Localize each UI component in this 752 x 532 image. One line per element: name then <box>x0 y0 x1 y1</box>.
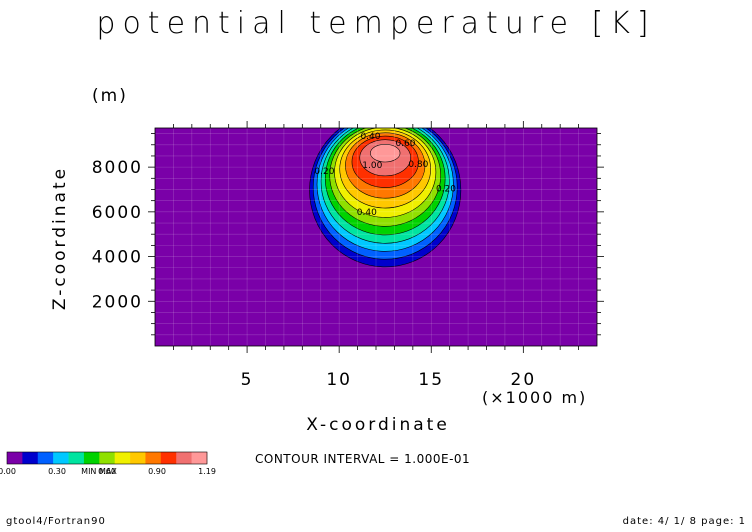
chart-title: potential temperature [K] <box>96 6 656 41</box>
contour-line-2 <box>312 128 458 260</box>
contour-line-1 <box>309 128 462 268</box>
contour-line-9 <box>345 132 426 199</box>
plot-area: 0.40 0.60 1.00 0.40 0.20 0.20 0.80 <box>155 128 597 346</box>
colorbar-swatch <box>145 452 162 464</box>
colorbar-swatch <box>176 452 192 464</box>
colorbar-tick-label: 0.90 <box>148 467 166 476</box>
y-tick-label: 6000 <box>92 203 143 223</box>
colorbar-tick-label: 0.60 <box>98 467 116 476</box>
axes: 5 10 15 20 2000 4000 6000 8000 <box>92 121 604 390</box>
colorbar-swatch <box>22 452 39 464</box>
colorbar-swatch <box>191 452 208 464</box>
contour-label: 0.20 <box>436 185 456 195</box>
contour-line-4 <box>320 128 450 244</box>
y-tick-label: 8000 <box>92 158 143 178</box>
colorbar-swatch <box>7 452 23 464</box>
contour-line-12 <box>370 143 401 163</box>
filled-contours <box>309 128 462 268</box>
x-tick-label: 20 <box>511 370 537 390</box>
x-tick-label: 15 <box>418 370 444 390</box>
x-tick-label: 5 <box>241 370 254 390</box>
y-axis-unit: (m) <box>92 86 128 106</box>
contour-label: 0.80 <box>408 160 428 170</box>
contour-label: 0.40 <box>360 132 380 142</box>
contour-line-7 <box>334 128 437 218</box>
colorbar-tick-label: 1.19 <box>198 467 216 476</box>
colorbar-tick-label: 0.00 <box>0 467 16 476</box>
colorbar: 0.00 0.30 0.60 0.90 1.19 MIN MAX <box>0 451 216 476</box>
colorbar-swatch <box>130 452 146 464</box>
colorbar-swatch <box>53 452 69 464</box>
colorbar-min-max-label: MIN MAX <box>81 467 117 476</box>
contour-line-3 <box>316 128 454 252</box>
contour-line-11 <box>359 139 411 177</box>
contour-label: 0.20 <box>314 167 334 177</box>
colorbar-swatch <box>99 452 115 464</box>
contour-line-5 <box>324 128 446 236</box>
x-axis-label: X-coordinate <box>306 415 450 435</box>
y-tick-label: 2000 <box>92 292 143 312</box>
contour-label: 1.00 <box>362 161 382 171</box>
contour-line-6 <box>329 128 441 227</box>
contour-line-10 <box>351 135 419 188</box>
colorbar-swatch <box>160 452 177 464</box>
colorbar-tick-label: 0.30 <box>48 467 66 476</box>
x-axis-unit: (×1000 m) <box>482 388 588 407</box>
colorbar-swatch <box>83 452 100 464</box>
x-tick-label: 10 <box>326 370 352 390</box>
contour-interval-text: CONTOUR INTERVAL = 1.000E-01 <box>255 452 471 466</box>
contour-band-12 <box>370 144 401 163</box>
grid <box>155 128 597 346</box>
colorbar-frame <box>6 451 208 465</box>
footer-date-page: date: 4/ 1/ 8 page: 1 <box>622 516 746 527</box>
colorbar-swatch <box>68 452 85 464</box>
contour-label: 0.40 <box>357 208 377 218</box>
contour-label: 0.60 <box>395 139 415 149</box>
y-tick-label: 4000 <box>92 248 143 268</box>
contour-line-8 <box>339 129 432 209</box>
footer-software: gtool4/Fortran90 <box>6 516 106 527</box>
colorbar-swatch <box>37 452 54 464</box>
colorbar-swatch <box>114 452 131 464</box>
